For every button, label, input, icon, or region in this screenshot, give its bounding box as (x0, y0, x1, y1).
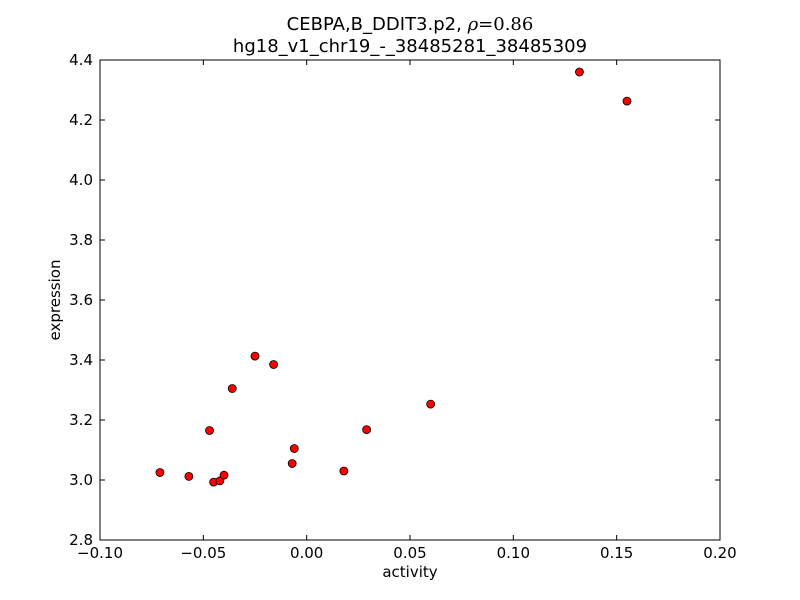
y-tick-label: 4.2 (69, 111, 93, 129)
x-tick-label: 0.20 (703, 544, 736, 562)
data-point (250, 351, 260, 361)
y-axis-label: expression (46, 260, 64, 341)
x-tick-label: 0.10 (497, 544, 530, 562)
data-point (339, 466, 349, 476)
y-tick-label: 3.6 (69, 291, 93, 309)
axis-ticks: −0.10 −0.05 0.00 0.05 0.10 0.15 0.20 2.8 3.0 3.2 3… (69, 51, 737, 562)
data-point (289, 444, 299, 453)
x-tick-label: −0.10 (77, 544, 123, 562)
data-point (155, 468, 165, 477)
y-tick-label: 2.8 (69, 531, 93, 549)
chart-subtitle: hg18_v1_chr19_-_38485281_38485309 (233, 36, 587, 57)
y-tick-label: 3.8 (69, 231, 93, 249)
x-tick-label: 0.15 (600, 544, 633, 562)
x-axis-label: activity (382, 563, 437, 581)
data-point (184, 471, 194, 481)
title-rho-symbol: ρ (467, 14, 479, 35)
title-rho-value: =0.86 (478, 14, 533, 35)
y-tick-label: 3.0 (69, 471, 93, 489)
data-point (205, 426, 214, 435)
chart-title: CEBPA,B_DDIT3.p2, ρ=0.86 (287, 14, 534, 35)
x-tick-label: −0.05 (180, 544, 226, 562)
y-tick-label: 4.4 (69, 51, 93, 69)
x-tick-label: 0.00 (290, 544, 323, 562)
data-point (269, 360, 279, 369)
plot-frame (99, 59, 721, 541)
y-tick-label: 4.0 (69, 171, 93, 189)
data-point (227, 384, 237, 393)
data-point (287, 459, 297, 468)
data-point (426, 399, 436, 409)
data-point (575, 67, 584, 77)
y-tick-label: 3.2 (69, 411, 93, 429)
data-point (362, 425, 372, 435)
x-tick-label: 0.05 (393, 544, 426, 562)
y-tick-label: 3.4 (69, 351, 93, 369)
title-prefix: CEBPA,B_DDIT3.p2, (287, 14, 468, 35)
data-point (622, 96, 632, 106)
data-point (219, 470, 229, 480)
data-points (155, 67, 632, 487)
